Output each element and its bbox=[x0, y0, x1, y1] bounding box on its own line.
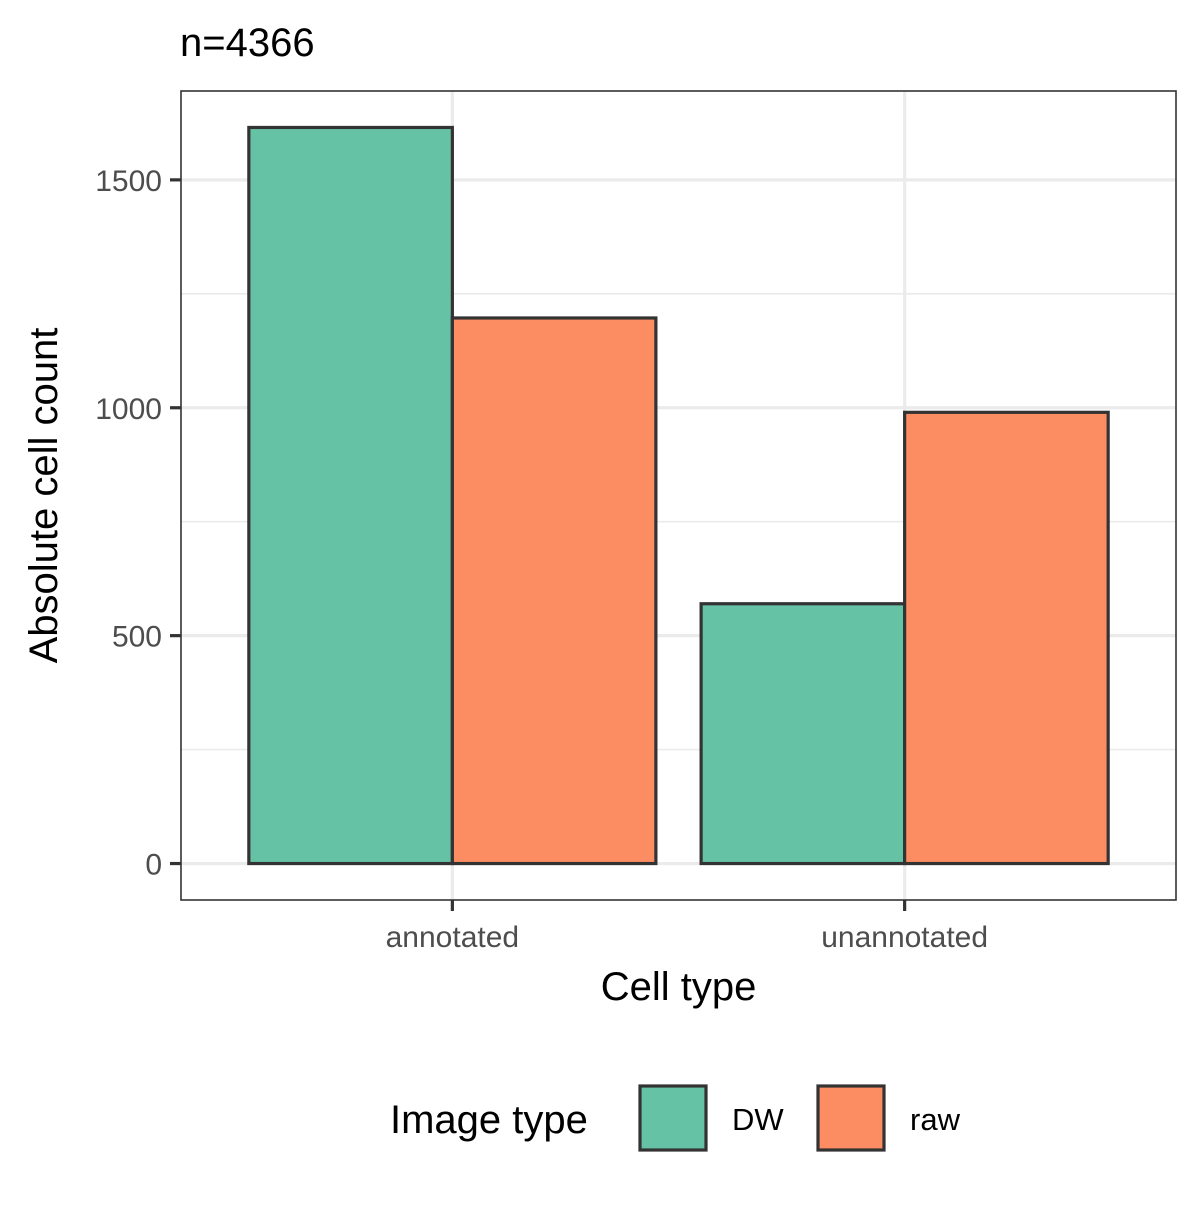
y-tick-label: 1000 bbox=[95, 393, 162, 426]
legend-items: DW raw bbox=[638, 1084, 961, 1152]
bar-dw-unannotated bbox=[699, 602, 907, 866]
x-axis-title: Cell type bbox=[601, 965, 757, 1009]
y-tick-label: 0 bbox=[145, 849, 162, 882]
panel-border bbox=[180, 90, 1177, 901]
x-tick-label: unannotated bbox=[821, 921, 988, 954]
legend-label-raw: raw bbox=[910, 1102, 961, 1137]
legend-key-raw bbox=[816, 1084, 886, 1152]
x-axis: annotated unannotated bbox=[386, 900, 988, 954]
chart-title: n=4366 bbox=[180, 21, 315, 65]
legend: Image type DW raw bbox=[390, 1084, 961, 1152]
x-tick-label: annotated bbox=[386, 921, 519, 954]
bar-dw-annotated bbox=[247, 125, 454, 866]
bar-raw-unannotated bbox=[903, 410, 1110, 866]
y-axis-title: Absolute cell count bbox=[22, 328, 66, 664]
bars bbox=[247, 125, 1110, 866]
legend-key-dw bbox=[638, 1084, 708, 1152]
y-tick-label: 500 bbox=[112, 621, 162, 654]
legend-label-dw: DW bbox=[732, 1102, 784, 1137]
bar-raw-annotated bbox=[450, 316, 658, 866]
y-axis: 0 500 1000 1500 bbox=[95, 165, 181, 882]
y-tick-label: 1500 bbox=[95, 165, 162, 198]
legend-title: Image type bbox=[390, 1098, 588, 1142]
